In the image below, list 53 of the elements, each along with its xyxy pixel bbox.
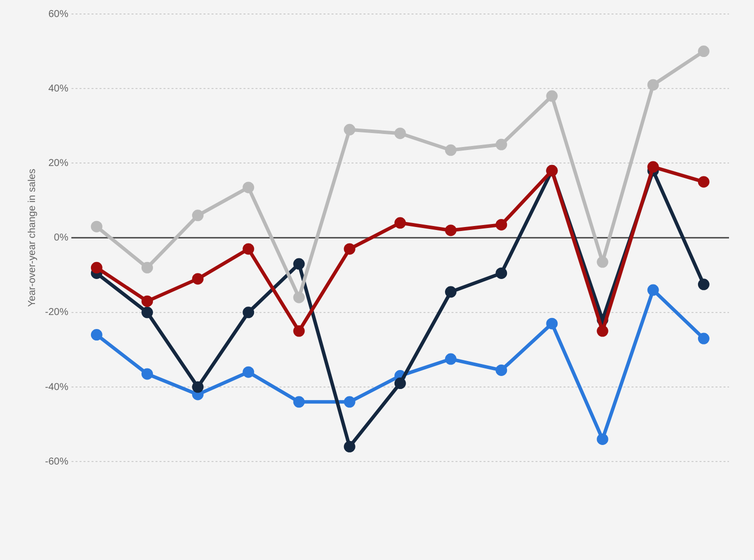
point bbox=[445, 224, 457, 236]
point bbox=[90, 220, 102, 232]
point bbox=[141, 306, 153, 318]
point bbox=[344, 440, 356, 452]
point bbox=[698, 278, 710, 290]
point bbox=[90, 262, 102, 274]
point bbox=[546, 318, 558, 330]
point bbox=[293, 292, 305, 304]
y-tick-label: -60% bbox=[44, 456, 68, 468]
point bbox=[496, 267, 508, 279]
point bbox=[496, 138, 508, 150]
point bbox=[445, 286, 457, 298]
point bbox=[596, 433, 608, 445]
point bbox=[293, 396, 305, 408]
point bbox=[141, 262, 153, 274]
y-tick-label: 0% bbox=[54, 232, 68, 244]
y-tick-label: 40% bbox=[48, 83, 68, 94]
y-tick-label: -20% bbox=[44, 307, 68, 318]
point bbox=[596, 256, 608, 268]
y-tick-label: 60% bbox=[48, 8, 68, 20]
point bbox=[344, 396, 356, 408]
point bbox=[344, 124, 356, 136]
point bbox=[192, 273, 204, 285]
point bbox=[445, 353, 457, 365]
point bbox=[698, 332, 710, 344]
y-tick-label: -40% bbox=[44, 382, 68, 393]
point bbox=[141, 295, 153, 307]
point bbox=[141, 368, 153, 380]
point bbox=[344, 243, 356, 255]
point bbox=[293, 325, 305, 337]
point bbox=[394, 217, 406, 229]
point bbox=[192, 381, 204, 393]
point bbox=[698, 176, 710, 188]
y-tick-label: 20% bbox=[48, 158, 68, 169]
point bbox=[242, 306, 254, 318]
point bbox=[647, 79, 659, 91]
point bbox=[394, 128, 406, 140]
point bbox=[242, 182, 254, 194]
point bbox=[445, 144, 457, 156]
point bbox=[293, 258, 305, 270]
point bbox=[698, 46, 710, 58]
y-axis-title: Year-over-year change in sales bbox=[26, 168, 38, 307]
point bbox=[647, 284, 659, 296]
point bbox=[496, 218, 508, 230]
point bbox=[90, 329, 102, 341]
point bbox=[647, 161, 659, 173]
point bbox=[192, 210, 204, 222]
point bbox=[242, 243, 254, 255]
point bbox=[546, 90, 558, 102]
point bbox=[394, 378, 406, 390]
point bbox=[242, 366, 254, 378]
point bbox=[596, 325, 608, 337]
point bbox=[496, 364, 508, 376]
